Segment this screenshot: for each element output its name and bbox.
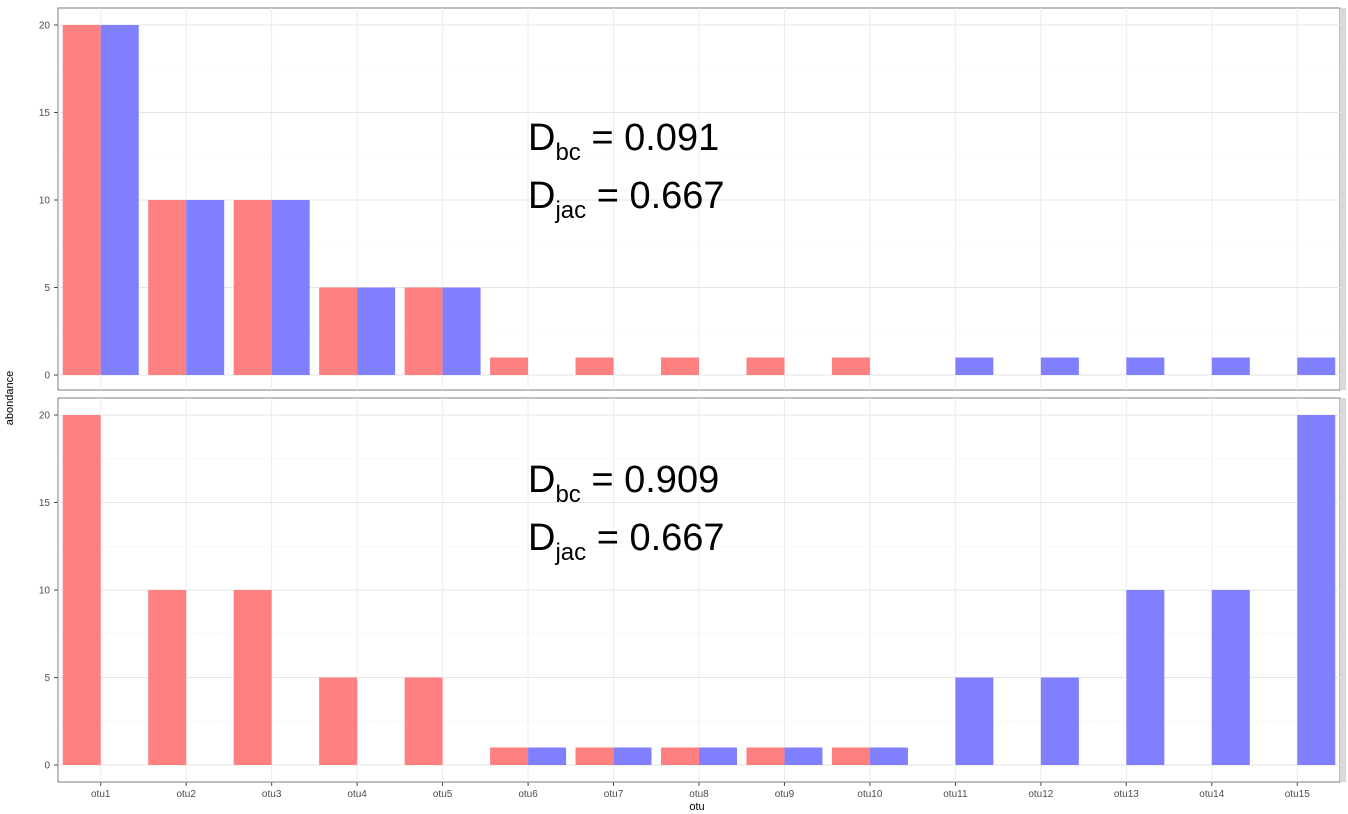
annotation-bc: Dbc = 0.091 — [528, 117, 719, 166]
bar-series-1-otu1 — [62, 415, 101, 765]
bar-series-1-otu1 — [62, 25, 101, 375]
bar-series-2-otu15 — [1297, 357, 1336, 375]
bar-series-1-otu10 — [831, 357, 870, 375]
bar-series-2-otu1 — [100, 25, 139, 375]
bar-series-2-otu12 — [1040, 357, 1079, 375]
bar-series-1-otu8 — [661, 747, 699, 765]
x-tick-label-otu6: otu6 — [518, 789, 538, 800]
bar-series-1-otu2 — [148, 200, 187, 375]
bar-series-2-otu9 — [784, 747, 823, 765]
x-tick-label-otu2: otu2 — [176, 789, 196, 800]
bar-series-2-otu8 — [699, 747, 737, 765]
bar-series-1-otu9 — [746, 357, 785, 375]
bar-series-1-otu3 — [233, 590, 272, 765]
x-tick-label-otu11: otu11 — [943, 789, 968, 800]
x-tick-label-otu9: otu9 — [775, 789, 795, 800]
bar-series-2-otu10 — [869, 747, 908, 765]
bar-series-2-otu4 — [357, 287, 396, 375]
x-tick-label-otu1: otu1 — [91, 789, 111, 800]
bar-series-1-otu3 — [233, 200, 272, 375]
bar-series-2-otu12 — [1040, 677, 1079, 765]
bar-series-2-otu11 — [955, 677, 994, 765]
annotation-jac: Djac = 0.667 — [528, 517, 725, 566]
bar-series-1-otu4 — [319, 287, 358, 375]
bar-series-2-otu6 — [528, 747, 567, 765]
bar-series-1-otu5 — [404, 287, 443, 375]
bar-series-1-otu5 — [404, 677, 443, 765]
annotation-jac: Djac = 0.667 — [528, 175, 725, 224]
x-tick-label-otu13: otu13 — [1114, 789, 1139, 800]
bar-series-2-otu7 — [613, 747, 652, 765]
y-tick-label: 5 — [44, 673, 50, 684]
x-tick-label-otu14: otu14 — [1199, 789, 1224, 800]
chart-panels: 0 5 10 15 20 Dbc = 0.091 Djac = 0.667 0 5 10 15 20 D… — [39, 7, 1346, 800]
annotation-bc: Dbc = 0.909 — [528, 459, 719, 508]
x-tick-label-otu7: otu7 — [604, 789, 624, 800]
bar-series-2-otu14 — [1211, 590, 1250, 765]
bar-series-1-otu10 — [831, 747, 870, 765]
y-tick-label: 15 — [39, 498, 51, 509]
y-axis-title: abondance — [4, 371, 16, 425]
y-tick-label: 0 — [44, 371, 50, 382]
bar-series-1-otu8 — [661, 357, 699, 375]
panel-2: 0 5 10 15 20 Dbc = 0.909 Djac = 0.667 — [39, 397, 1346, 783]
bar-series-1-otu7 — [575, 357, 614, 375]
x-tick-label-otu12: otu12 — [1028, 789, 1053, 800]
facet-strip — [1340, 398, 1346, 782]
bar-series-2-otu13 — [1126, 357, 1165, 375]
x-axis-title: otu — [689, 801, 704, 813]
x-tick-label-otu10: otu10 — [857, 789, 882, 800]
bar-series-2-otu13 — [1126, 590, 1165, 765]
y-tick-label: 5 — [44, 283, 50, 294]
bar-series-2-otu15 — [1297, 415, 1336, 765]
y-tick-label: 0 — [44, 761, 50, 772]
bar-series-2-otu11 — [955, 357, 994, 375]
x-tick-label-otu3: otu3 — [262, 789, 282, 800]
bar-series-2-otu14 — [1211, 357, 1250, 375]
x-tick-label-otu4: otu4 — [347, 789, 367, 800]
y-tick-label: 20 — [39, 21, 51, 32]
bar-series-1-otu4 — [319, 677, 358, 765]
x-tick-label-otu15: otu15 — [1285, 789, 1310, 800]
bar-series-2-otu5 — [442, 287, 481, 375]
y-tick-label: 15 — [39, 108, 51, 119]
x-tick-label-otu8: otu8 — [689, 789, 709, 800]
bar-series-1-otu6 — [490, 357, 529, 375]
bar-series-2-otu3 — [271, 200, 310, 375]
bar-series-2-otu2 — [186, 200, 225, 375]
y-tick-label: 10 — [39, 196, 51, 207]
y-tick-label: 20 — [39, 411, 51, 422]
bar-series-1-otu2 — [148, 590, 187, 765]
bar-series-1-otu7 — [575, 747, 614, 765]
y-tick-label: 10 — [39, 586, 51, 597]
x-tick-label-otu5: otu5 — [433, 789, 453, 800]
panel-1: 0 5 10 15 20 Dbc = 0.091 Djac = 0.667 — [39, 7, 1346, 391]
bar-series-1-otu9 — [746, 747, 785, 765]
bar-series-1-otu6 — [490, 747, 529, 765]
facet-strip — [1340, 8, 1346, 390]
